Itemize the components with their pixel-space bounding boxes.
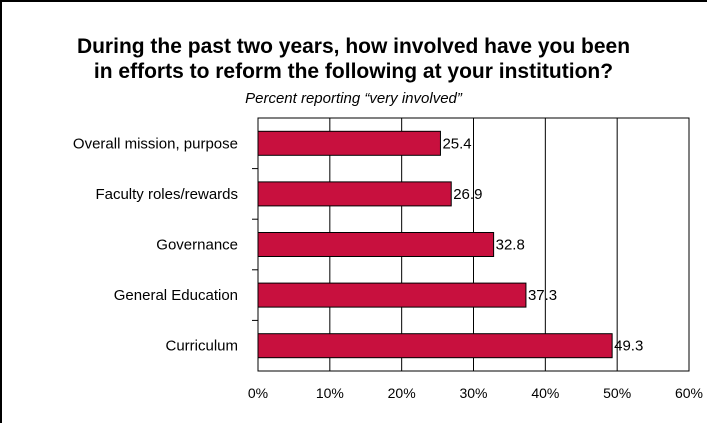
category-label: Governance — [156, 237, 238, 254]
bar — [257, 181, 452, 207]
bar — [257, 130, 441, 156]
category-label: Overall mission, purpose — [73, 135, 238, 152]
chart-subtitle: Percent reporting “very involved” — [245, 90, 462, 107]
value-label: 25.4 — [442, 135, 471, 152]
bar — [257, 333, 613, 359]
x-tick-label: 50% — [603, 385, 631, 401]
x-tick-label: 60% — [675, 385, 703, 401]
chart-title: During the past two years, how involved … — [0, 34, 707, 84]
value-label: 32.8 — [496, 237, 525, 254]
x-tick-label: 30% — [459, 385, 487, 401]
bar — [257, 282, 527, 308]
chart-title-line-2: in efforts to reform the following at yo… — [93, 60, 614, 83]
x-tick-label: 0% — [248, 385, 268, 401]
value-label: 26.9 — [453, 186, 482, 203]
chart-title-line-1: During the past two years, how involved … — [76, 35, 631, 58]
x-tick-label: 10% — [316, 385, 344, 401]
value-label: 49.3 — [614, 338, 643, 355]
value-label: 37.3 — [528, 287, 557, 304]
x-tick-label: 20% — [388, 385, 416, 401]
category-label: Curriculum — [165, 338, 238, 355]
bar — [257, 232, 495, 257]
category-label: General Education — [114, 287, 238, 304]
category-label: Faculty roles/rewards — [95, 186, 238, 203]
x-tick-label: 40% — [531, 385, 559, 401]
